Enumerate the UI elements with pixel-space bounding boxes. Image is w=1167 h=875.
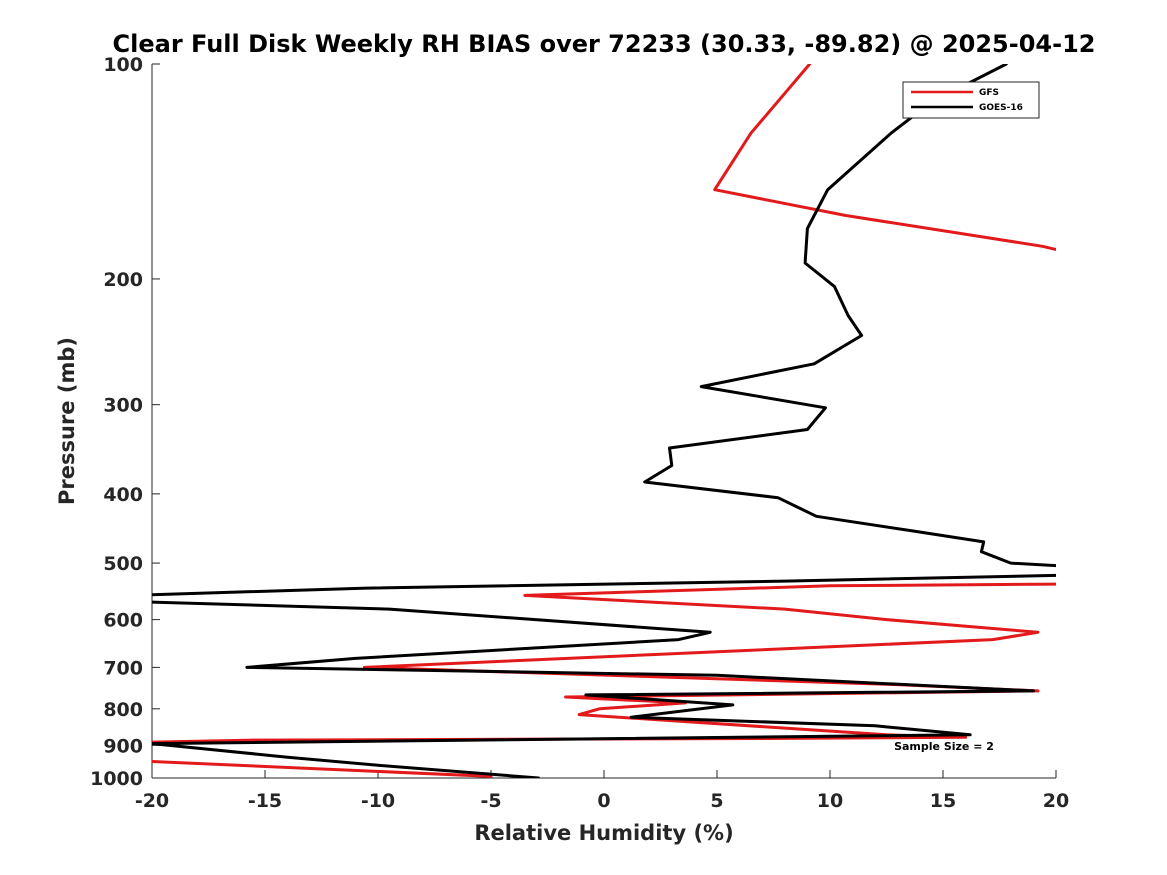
x-axis-label: Relative Humidity (%) xyxy=(474,821,733,845)
x-tick-label: 0 xyxy=(597,790,610,812)
y-tick-label: 800 xyxy=(103,699,143,721)
series-line-goes-16 xyxy=(152,64,1056,778)
y-tick-label: 900 xyxy=(103,735,143,757)
sample-size-annotation: Sample Size = 2 xyxy=(894,740,994,753)
y-tick-label: 600 xyxy=(103,610,143,632)
y-tick-label: 1000 xyxy=(90,768,143,790)
series-line-gfs xyxy=(152,64,1056,778)
x-ticks: -20 -15 -10 -5 0 5 10 15 20 xyxy=(135,770,1069,812)
legend-box xyxy=(902,81,1040,119)
x-tick-label: -10 xyxy=(361,790,395,812)
series-group xyxy=(152,64,1056,778)
legend: GFS GOES-16 xyxy=(902,81,1040,119)
x-tick-label: 10 xyxy=(817,790,843,812)
y-tick-label: 400 xyxy=(103,484,143,506)
x-tick-label: 20 xyxy=(1043,790,1069,812)
y-tick-label: 200 xyxy=(103,269,143,291)
x-tick-label: -5 xyxy=(480,790,501,812)
y-tick-label: 300 xyxy=(103,395,143,417)
y-tick-label: 100 xyxy=(103,54,143,76)
x-tick-label: 15 xyxy=(930,790,956,812)
legend-gfs-label: GFS xyxy=(979,88,999,98)
y-tick-label: 500 xyxy=(103,553,143,575)
chart-title: Clear Full Disk Weekly RH BIAS over 7223… xyxy=(113,30,1096,58)
y-tick-label: 700 xyxy=(103,657,143,679)
x-tick-label: -15 xyxy=(248,790,282,812)
x-tick-label: -20 xyxy=(135,790,169,812)
y-ticks: 100 200 300 400 500 600 700 800 900 1000 xyxy=(90,54,160,790)
x-tick-label: 5 xyxy=(710,790,723,812)
y-axis-label: Pressure (mb) xyxy=(55,337,79,505)
legend-goes16-label: GOES-16 xyxy=(979,103,1023,113)
